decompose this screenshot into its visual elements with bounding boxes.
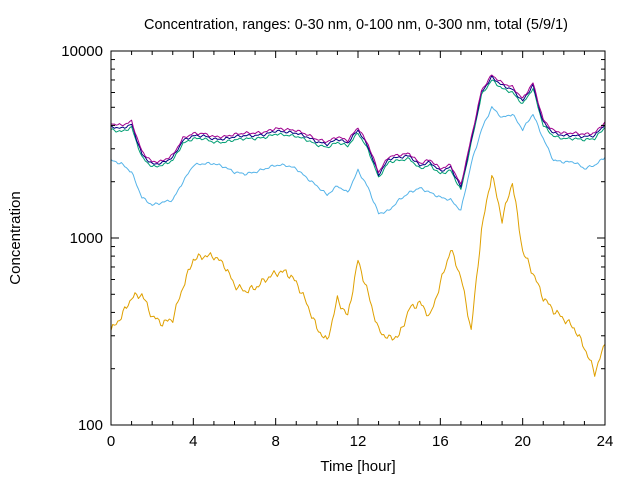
x-tick-label: 12 — [350, 433, 367, 450]
axis-tick-labels: 0 4 8 12 16 20 24 100 1000 10000 — [61, 43, 613, 450]
series-line-4 — [110, 75, 606, 188]
chart-title: Concentration, ranges: 0-30 nm, 0-100 nm… — [144, 17, 568, 33]
y-tick-label: 1000 — [70, 230, 103, 247]
plot-frame — [110, 50, 606, 426]
plot-area — [110, 74, 606, 377]
x-tick-label: 4 — [189, 433, 197, 450]
axis-ticks — [110, 50, 606, 426]
y-tick-label: 100 — [78, 417, 103, 434]
x-tick-label: 8 — [271, 433, 279, 450]
series-line-3 — [110, 79, 606, 190]
series-line-1 — [110, 175, 606, 377]
series-line-2 — [110, 106, 606, 215]
x-tick-label: 20 — [514, 433, 531, 450]
x-tick-label: 24 — [597, 433, 614, 450]
y-tick-label: 10000 — [61, 43, 103, 60]
y-axis-label: Concentration — [7, 191, 24, 284]
series-line-5 — [110, 74, 606, 185]
x-axis-label: Time [hour] — [320, 458, 395, 475]
x-tick-label: 0 — [107, 433, 115, 450]
x-tick-label: 16 — [432, 433, 449, 450]
